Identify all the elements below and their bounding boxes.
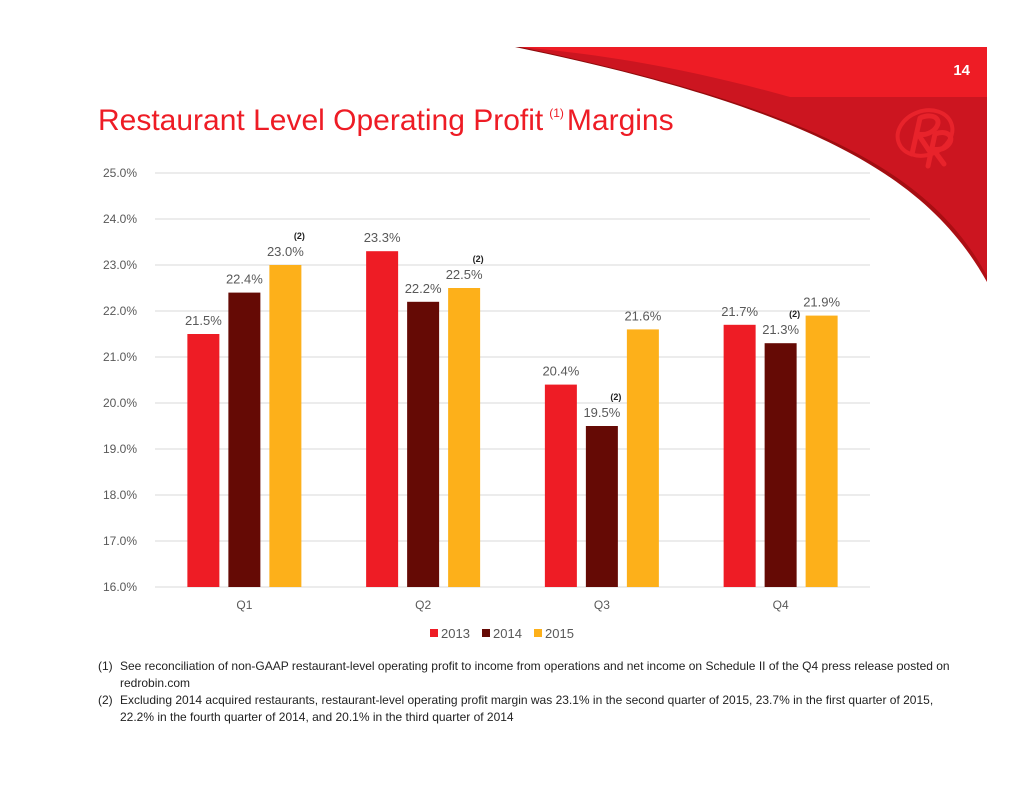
- legend-swatch-2015: [534, 629, 542, 637]
- y-tick-label: 24.0%: [103, 212, 137, 226]
- footnote-text: See reconciliation of non-GAAP restauran…: [120, 659, 950, 690]
- bar-2013-Q4: [723, 324, 756, 587]
- data-label: 19.5%: [583, 405, 620, 420]
- legend-label: 2013: [441, 626, 470, 641]
- footnotes: (1) See reconciliation of non-GAAP restau…: [98, 658, 958, 726]
- title-suffix: Margins: [566, 104, 674, 137]
- data-label: 22.2%: [405, 281, 442, 296]
- data-label: 21.3%: [762, 322, 799, 337]
- legend-swatch-2014: [482, 629, 490, 637]
- bar-2013-Q2: [366, 251, 399, 587]
- data-label: 21.9%: [803, 295, 840, 310]
- y-tick-label: 21.0%: [103, 350, 137, 364]
- slide-number: 14: [953, 62, 970, 79]
- footnote-annotation: (2): [294, 231, 305, 241]
- y-tick-label: 16.0%: [103, 580, 137, 594]
- red-swoosh-banner: [515, 47, 987, 282]
- footnote-number: (1): [98, 659, 113, 673]
- bar-2015-Q3: [626, 329, 659, 587]
- legend-swatch-2013: [430, 629, 438, 637]
- data-label: 23.3%: [364, 230, 401, 245]
- x-tick-label: Q4: [773, 598, 789, 612]
- bar-2013-Q3: [544, 384, 577, 587]
- bar-2013-Q1: [187, 334, 220, 587]
- bar-2014-Q2: [407, 301, 440, 587]
- bar-2014-Q3: [585, 426, 618, 587]
- x-tick-label: Q1: [236, 598, 252, 612]
- bar-2014-Q1: [228, 292, 261, 587]
- x-tick-label: Q2: [415, 598, 431, 612]
- data-label: 22.4%: [226, 272, 263, 287]
- legend-label: 2015: [545, 626, 574, 641]
- y-tick-label: 25.0%: [103, 166, 137, 180]
- y-tick-label: 19.0%: [103, 442, 137, 456]
- y-tick-label: 17.0%: [103, 534, 137, 548]
- footnote-1: (1) See reconciliation of non-GAAP restau…: [98, 658, 958, 692]
- data-label: 21.5%: [185, 313, 222, 328]
- y-tick-label: 18.0%: [103, 488, 137, 502]
- legend-label: 2014: [493, 626, 522, 641]
- bar-2015-Q4: [805, 315, 838, 587]
- y-tick-label: 22.0%: [103, 304, 137, 318]
- bar-2015-Q1: [269, 265, 302, 587]
- title-text: Restaurant Level Operating Profit: [98, 104, 544, 137]
- y-tick-label: 20.0%: [103, 396, 137, 410]
- footnote-2: (2) Excluding 2014 acquired restaurants, …: [98, 692, 958, 726]
- footnote-annotation: (2): [789, 309, 800, 319]
- data-label: 21.6%: [624, 308, 661, 323]
- data-label: 20.4%: [542, 364, 579, 379]
- data-label: 23.0%: [267, 244, 304, 259]
- y-tick-label: 23.0%: [103, 258, 137, 272]
- page-title: Restaurant Level Operating Profit (1) Marg…: [98, 104, 674, 138]
- x-tick-label: Q3: [594, 598, 610, 612]
- footnote-annotation: (2): [610, 392, 621, 402]
- bar-2014-Q4: [764, 343, 797, 587]
- footnote-number: (2): [98, 693, 113, 707]
- footnote-annotation: (2): [473, 254, 484, 264]
- title-footnote-ref: (1): [549, 106, 564, 120]
- red-robin-logo: [895, 108, 955, 169]
- footnote-text: Excluding 2014 acquired restaurants, res…: [120, 693, 934, 724]
- data-label: 21.7%: [721, 304, 758, 319]
- bar-chart: 16.0% 17.0% 18.0% 19.0% 20.0% 21.0% 22.0% 23.0%…: [103, 166, 870, 641]
- bar-2015-Q2: [448, 288, 481, 587]
- data-label: 22.5%: [446, 267, 483, 282]
